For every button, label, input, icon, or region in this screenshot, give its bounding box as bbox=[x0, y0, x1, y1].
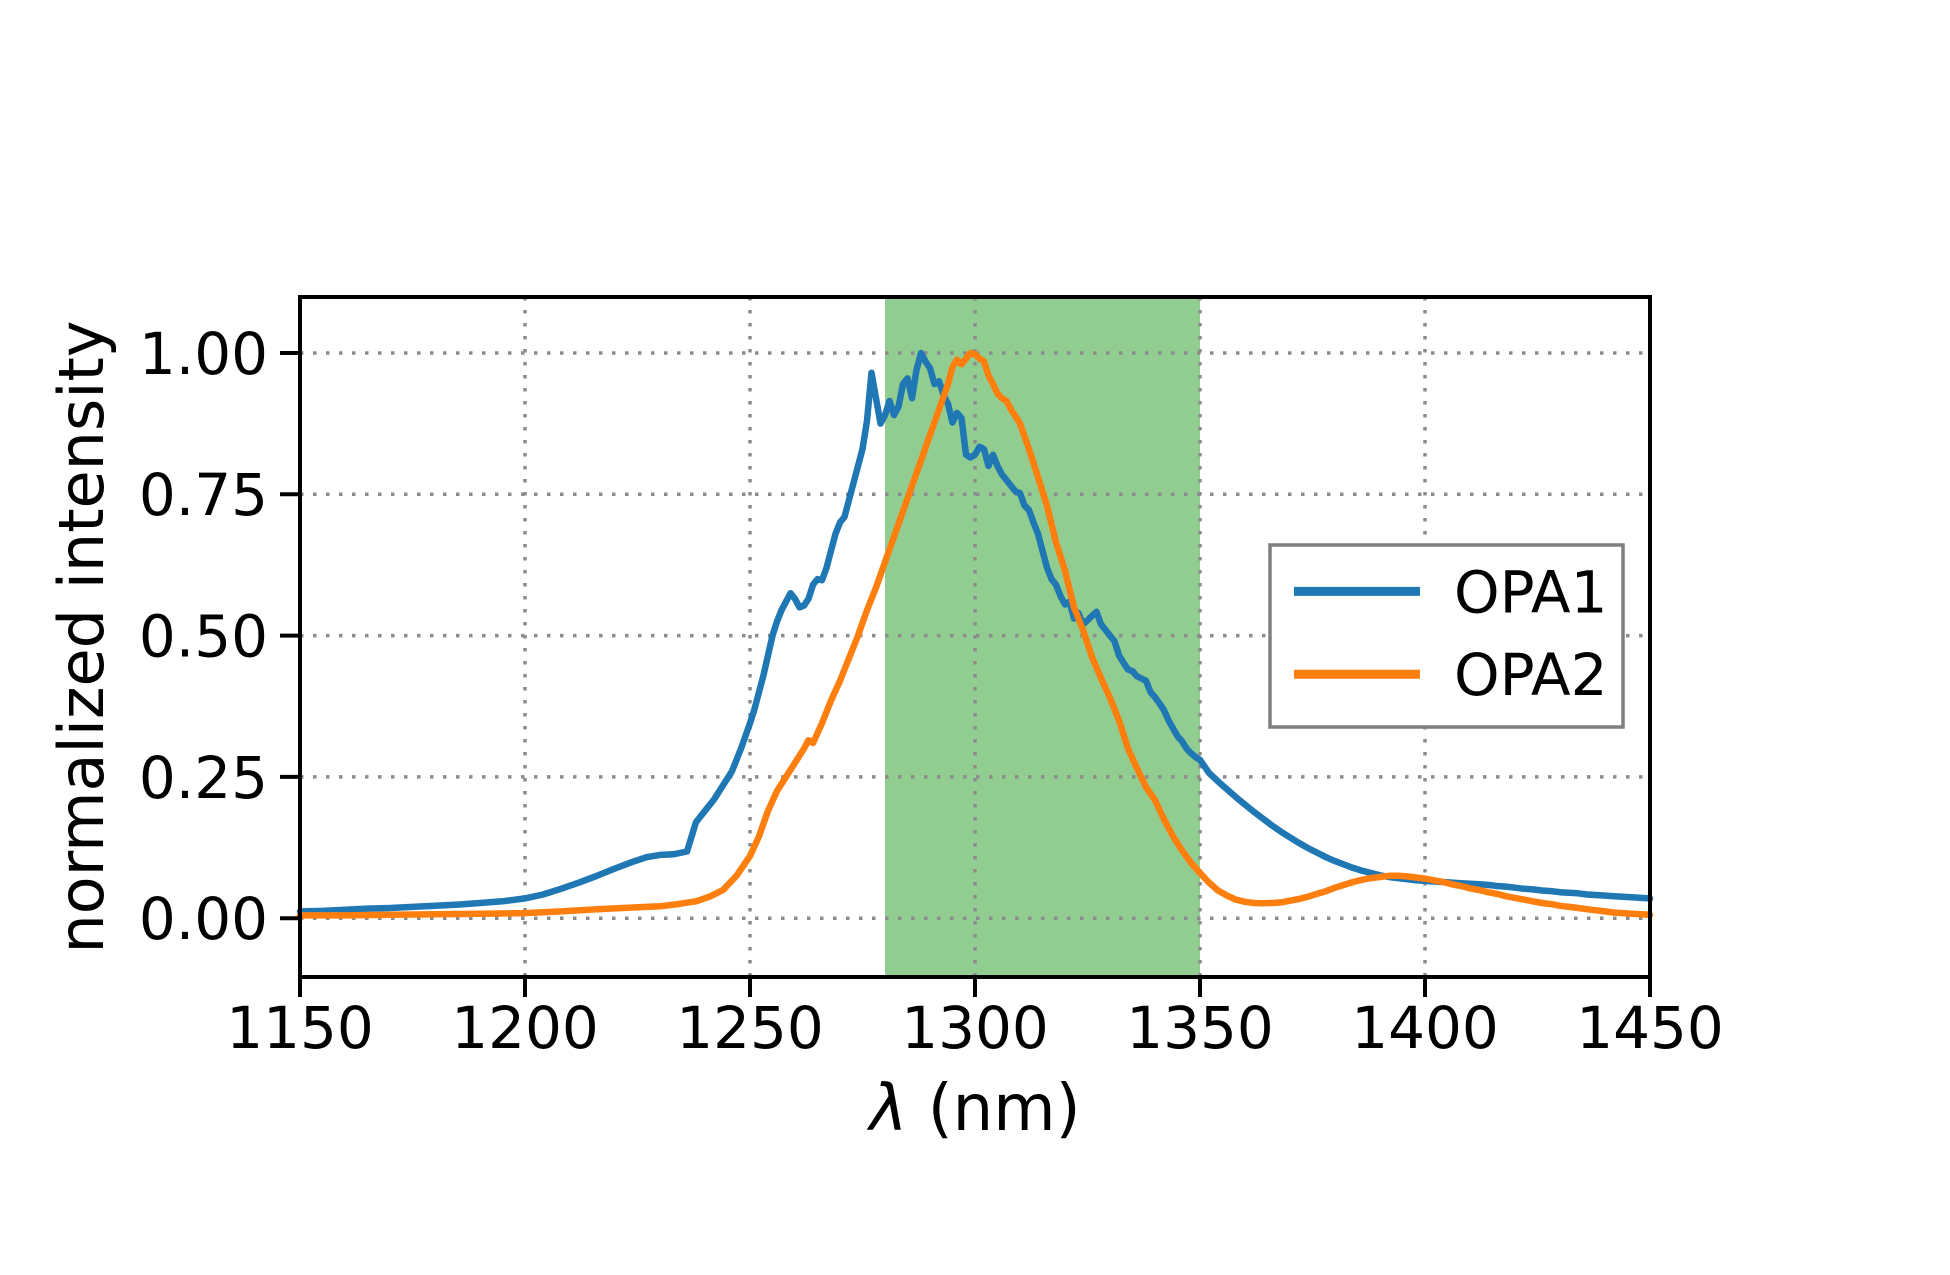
y-tick-label-1.00: 1.00 bbox=[139, 320, 268, 388]
x-tick-label-1450: 1450 bbox=[1576, 994, 1724, 1062]
legend-label-opa2: OPA2 bbox=[1454, 641, 1608, 709]
y-axis-label: normalized intensity bbox=[45, 320, 118, 953]
y-tick-label-0.50: 0.50 bbox=[139, 602, 268, 670]
y-tick-label-0.75: 0.75 bbox=[139, 461, 268, 529]
legend-label-opa1: OPA1 bbox=[1454, 558, 1608, 626]
x-axis-label: λ (nm) bbox=[866, 1072, 1080, 1146]
x-tick-label-1250: 1250 bbox=[676, 994, 824, 1062]
y-tick-label-0.00: 0.00 bbox=[139, 885, 268, 953]
legend-box bbox=[1268, 543, 1625, 729]
y-tick-label-0.25: 0.25 bbox=[139, 744, 268, 812]
x-tick-label-1150: 1150 bbox=[226, 994, 374, 1062]
x-tick-label-1300: 1300 bbox=[901, 994, 1049, 1062]
opa2-curve bbox=[296, 349, 1654, 919]
x-tick-label-1350: 1350 bbox=[1126, 994, 1274, 1062]
x-tick-label-1200: 1200 bbox=[451, 994, 599, 1062]
x-tick-label-1400: 1400 bbox=[1351, 994, 1499, 1062]
